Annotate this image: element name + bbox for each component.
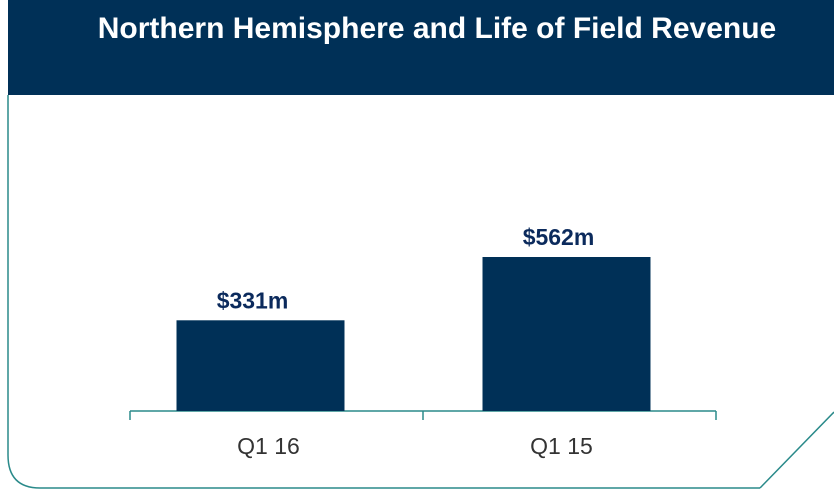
frame-corner bbox=[759, 411, 834, 489]
bar bbox=[176, 320, 345, 411]
x-tick-label: Q1 16 bbox=[237, 433, 300, 459]
title-band bbox=[8, 0, 834, 95]
frame bbox=[7, 95, 760, 489]
data-label: $331m bbox=[217, 287, 289, 313]
chart-title: Northern Hemisphere and Life of Field Re… bbox=[97, 12, 777, 45]
data-label: $562m bbox=[523, 224, 595, 250]
bar bbox=[482, 257, 651, 411]
x-tick-label: Q1 15 bbox=[530, 433, 593, 459]
